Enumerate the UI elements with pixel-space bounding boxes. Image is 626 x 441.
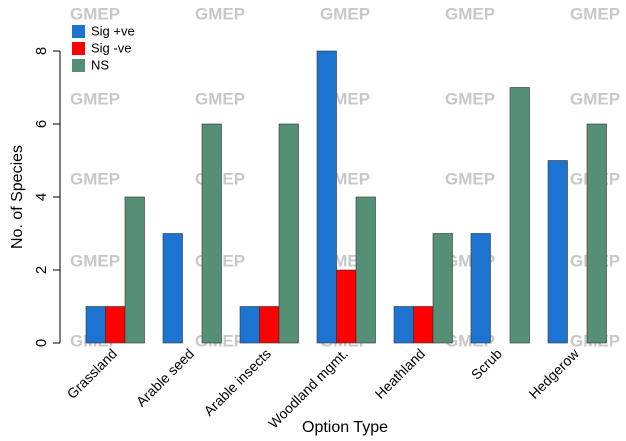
watermark: GMEP [445,89,495,108]
y-tick-label: 8 [33,47,50,55]
bar [124,196,145,344]
bar [105,306,126,344]
legend-label: Sig +ve [91,23,135,38]
watermark: GMEP [70,169,120,188]
y-axis-label: No. of Species [9,145,26,249]
legend-swatch [72,42,85,55]
bar [278,123,299,344]
x-tick-label: Heathland [372,345,428,401]
legend: Sig +ve Sig -ve NS [72,23,135,72]
x-axis-label: Option Type [302,419,388,436]
y-tick-label: 4 [33,193,50,201]
bar [393,306,414,344]
watermark: GMEP [570,89,620,108]
bar [316,50,337,344]
bar [470,233,491,344]
bar [259,306,280,344]
x-tick-label: Arable insects [200,345,273,418]
watermark: GMEP [570,4,620,23]
x-tick-label: Scrub [468,345,505,382]
bar [162,233,183,344]
x-tick-label: Arable seed [133,345,197,409]
watermark: GMEP [70,89,120,108]
legend-label: NS [91,57,109,72]
watermark: GMEP [70,251,120,270]
legend-swatch [72,25,85,38]
bar [509,87,530,344]
bar [413,306,434,344]
watermark: GMEP [320,4,370,23]
bar [239,306,260,344]
y-tick-label: 6 [33,120,50,128]
watermark: GMEP [195,89,245,108]
x-tick-label: Grassland [64,345,120,401]
watermark: GMEP [195,4,245,23]
watermark: GMEP [445,4,495,23]
y-tick-label: 0 [33,339,50,347]
watermark: GMEP [70,4,120,23]
watermark: GMEP [445,169,495,188]
y-tick-label: 2 [33,266,50,274]
bar [547,160,568,344]
bar [586,123,607,344]
bar [336,269,357,344]
legend-swatch [72,59,85,72]
legend-label: Sig -ve [91,40,131,55]
bar [355,196,376,344]
bar [85,306,106,344]
x-tick-label: Hedgerow [526,345,583,402]
bar [432,233,453,344]
bar [201,123,222,344]
